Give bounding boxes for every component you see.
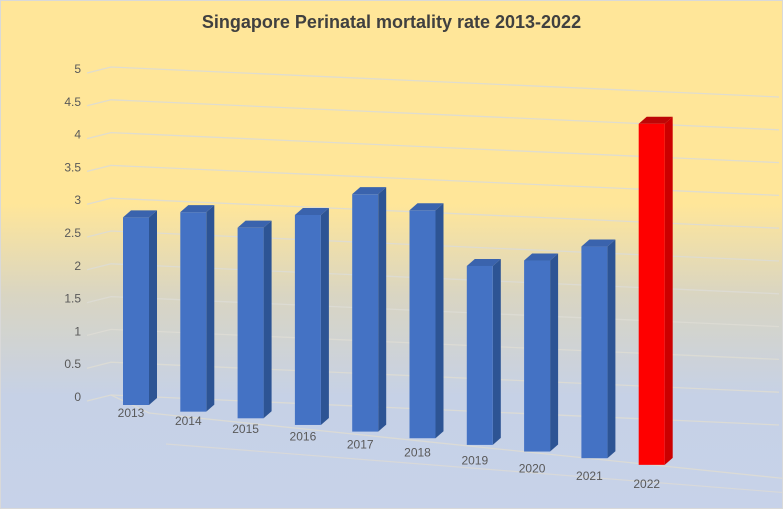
gridline [86,164,780,197]
bar-front-face [294,214,321,425]
x-axis-category-label: 2018 [404,446,431,460]
bar-side-face [492,258,501,445]
bar-side-face [664,116,673,465]
bar-side-face [378,187,387,432]
x-axis-category-label: 2015 [232,422,259,436]
y-axis-tick-label: 5 [74,62,81,76]
bar-side-face [435,203,444,439]
bar-2015 [237,220,272,419]
y-axis-tick-label: 2.5 [64,226,81,240]
bar-side-face [206,205,215,412]
bar-2016 [294,207,329,425]
bar-front-face [237,227,264,419]
bar-top-face [524,253,559,261]
y-axis-tick-label: 3.5 [64,160,81,174]
bar-side-face [550,253,559,452]
bar-side-face [320,207,329,425]
gridline [86,230,780,262]
bar-top-face [638,116,673,124]
bar-top-face [409,203,444,211]
bars-group [123,116,673,465]
bar-2013 [123,210,157,405]
chart-title: Singapore Perinatal mortality rate 2013-… [201,12,582,32]
y-axis-tick-label: 1 [74,324,81,338]
bar-front-face [524,260,551,452]
bar-top-face [352,187,387,195]
bar-top-face [581,239,616,247]
gridline [86,99,780,131]
x-axis-category-label: 2014 [175,414,202,428]
y-axis-tick-label: 0 [74,390,81,404]
x-axis-category-label: 2013 [118,406,145,420]
bar-2020 [524,253,559,452]
bar-2014 [180,205,215,412]
bar-2022 [638,116,673,465]
bar-side-face [607,239,616,459]
bar-top-face [180,205,215,213]
floor-lower-edge [165,443,782,494]
gridline [86,66,780,98]
gridline [86,197,780,229]
bar-side-face [263,220,272,419]
y-axis-tick-label: 1.5 [64,292,81,306]
y-axis-tick-label: 0.5 [64,357,81,371]
bar-front-face [352,194,379,432]
bar-2019 [466,258,501,445]
bar-front-face [581,246,608,459]
bar-2017 [352,187,387,432]
bar-side-face [149,210,157,405]
bar-front-face [409,210,436,439]
bar-top-face [294,207,329,215]
x-axis-category-label: 2021 [576,469,603,483]
gridline [86,131,780,164]
x-axis-category-label: 2017 [347,438,374,452]
bar-top-face [466,258,501,266]
y-axis-tick-label: 4 [74,128,81,142]
bar-front-face [466,265,493,445]
bar-front-face [180,212,207,412]
x-axis-category-label: 2020 [519,461,546,475]
bar-front-face [638,123,665,465]
bar-top-face [123,210,157,218]
y-axis-tick-label: 3 [74,193,81,207]
y-axis-tick-label: 4.5 [64,95,81,109]
x-axis-category-label: 2019 [461,453,488,467]
x-axis-category-label: 2022 [633,477,660,491]
y-axis-tick-label: 2 [74,259,81,273]
x-axis-category-label: 2016 [290,430,317,444]
bar-2018 [409,203,444,439]
bar-front-face [123,217,149,405]
axis-labels-group: 0 0.5 1 1.5 2 2.5 3 3.5 4 4.5 5 2013 2014 2015 2016 201… [64,62,660,491]
bar-2021 [581,239,616,459]
bar-top-face [237,220,272,228]
